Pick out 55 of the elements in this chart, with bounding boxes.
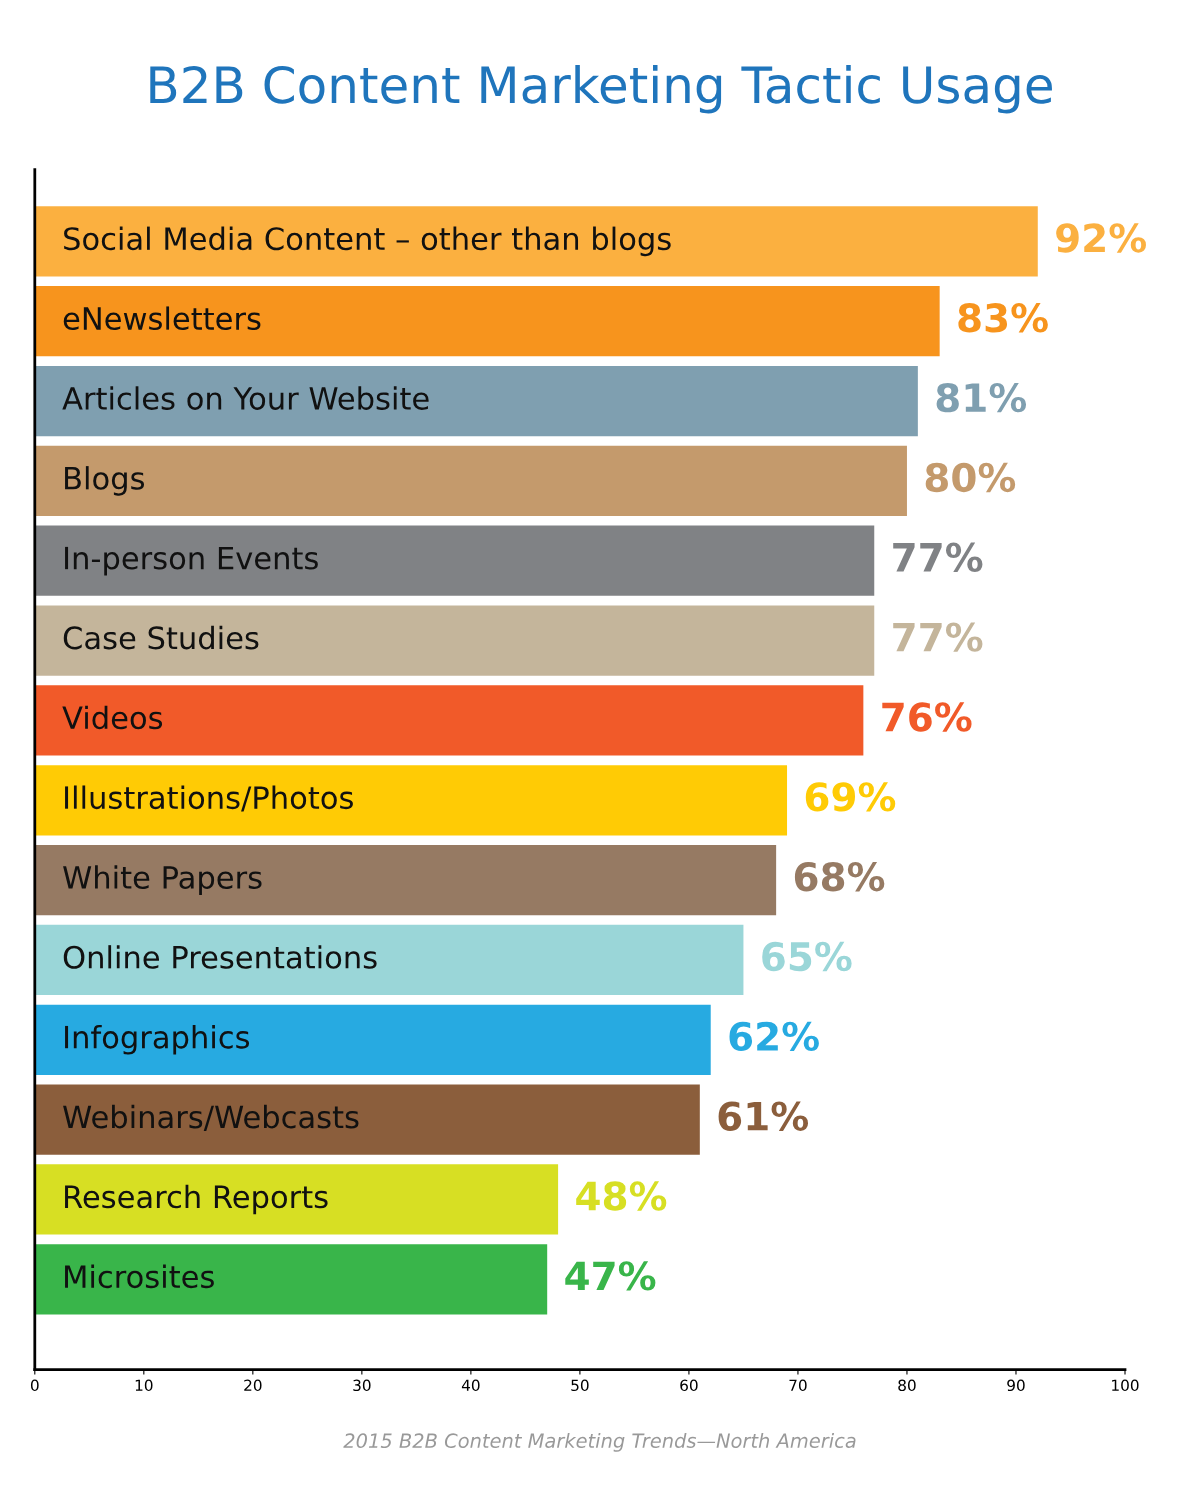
data-label: 92% xyxy=(1056,223,1146,253)
bar xyxy=(34,765,788,836)
bar xyxy=(34,605,875,676)
data-label: 48% xyxy=(576,1181,667,1211)
chart-title: B2B Content Marketing Tactic Usage xyxy=(150,65,1052,114)
x-tick-label: 80 xyxy=(898,1379,916,1392)
text: 2015 B2B Content Marketing Trends—North America xyxy=(343,1432,856,1452)
data-label: 77% xyxy=(893,542,983,573)
x-tick-label: 70 xyxy=(789,1379,807,1392)
data-label: 69% xyxy=(805,782,896,812)
y-tick-label: eNewsletters xyxy=(63,306,261,331)
bar xyxy=(34,1004,711,1075)
bar xyxy=(34,206,1038,277)
y-tick-label: Webinars/Webcasts xyxy=(63,1104,359,1131)
bar xyxy=(34,685,864,756)
y-tick-label: Articles on Your Website xyxy=(62,386,429,410)
x-tick-label: 10 xyxy=(135,1379,153,1392)
y-tick-label: Blogs xyxy=(65,466,145,496)
y-tick-label: Infographics xyxy=(65,1025,250,1055)
x-tick-label: 40 xyxy=(461,1379,480,1392)
data-label: 76% xyxy=(882,702,972,732)
y-tick-label: White Papers xyxy=(63,865,262,895)
bar xyxy=(34,365,918,437)
x-tick-label: 20 xyxy=(244,1379,262,1392)
data-label: 61% xyxy=(718,1101,809,1131)
x-tick-label: 30 xyxy=(353,1379,371,1392)
y-tick-label: Social Media Content – other than blogs xyxy=(64,226,671,257)
bar xyxy=(34,525,875,596)
data-label: 80% xyxy=(925,462,1016,493)
y-tick-label: In-person Events xyxy=(65,546,318,576)
y-tick-label: Videos xyxy=(62,705,163,730)
data-label: 77% xyxy=(893,622,983,652)
bar xyxy=(34,1084,700,1155)
bar xyxy=(34,286,940,357)
data-label: 62% xyxy=(729,1021,819,1052)
x-tick-label: 50 xyxy=(571,1379,589,1392)
data-label: 68% xyxy=(794,861,885,892)
x-tick-label: 60 xyxy=(680,1379,698,1392)
bar xyxy=(34,1244,548,1315)
x-tick-label: 90 xyxy=(1007,1379,1025,1392)
bar xyxy=(34,445,907,517)
x-tick-label: 100 xyxy=(1112,1379,1139,1392)
bar xyxy=(34,1164,559,1235)
data-label: 65% xyxy=(762,941,852,972)
data-label: 47% xyxy=(565,1261,656,1291)
bar xyxy=(34,844,777,916)
y-tick-label: Online Presentations xyxy=(63,945,377,969)
x-tick-label: 0 xyxy=(30,1379,39,1392)
data-label: 83% xyxy=(958,303,1048,333)
y-tick-label: Microsites xyxy=(65,1264,214,1289)
y-tick-label: Research Reports xyxy=(65,1184,328,1215)
data-label: 81% xyxy=(936,382,1027,413)
y-tick-label: Illustrations/Photos xyxy=(65,785,353,812)
y-tick-label: Case Studies xyxy=(63,625,259,650)
bar xyxy=(34,924,744,996)
